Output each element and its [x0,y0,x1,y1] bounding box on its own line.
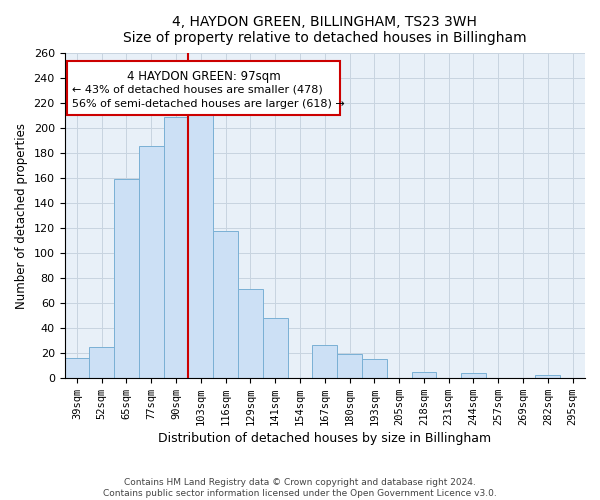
Bar [89,346,114,378]
Text: 4 HAYDON GREEN: 97sqm: 4 HAYDON GREEN: 97sqm [127,70,281,82]
Title: 4, HAYDON GREEN, BILLINGHAM, TS23 3WH
Size of property relative to detached hous: 4, HAYDON GREEN, BILLINGHAM, TS23 3WH Si… [123,15,527,45]
Text: 56% of semi-detached houses are larger (618) →: 56% of semi-detached houses are larger (… [73,98,345,108]
Bar [164,117,188,378]
Bar [362,359,387,378]
Bar [188,110,213,378]
Bar [461,373,486,378]
Text: Contains HM Land Registry data © Crown copyright and database right 2024.
Contai: Contains HM Land Registry data © Crown c… [103,478,497,498]
Bar [535,376,560,378]
Bar [263,318,287,378]
Bar [412,372,436,378]
Bar [313,346,337,378]
X-axis label: Distribution of detached houses by size in Billingham: Distribution of detached houses by size … [158,432,491,445]
Bar [65,358,89,378]
Text: ← 43% of detached houses are smaller (478): ← 43% of detached houses are smaller (47… [73,84,323,94]
Bar [139,146,164,378]
Bar [337,354,362,378]
FancyBboxPatch shape [67,62,340,115]
Bar [213,230,238,378]
Bar [238,289,263,378]
Bar [114,180,139,378]
Y-axis label: Number of detached properties: Number of detached properties [15,122,28,308]
